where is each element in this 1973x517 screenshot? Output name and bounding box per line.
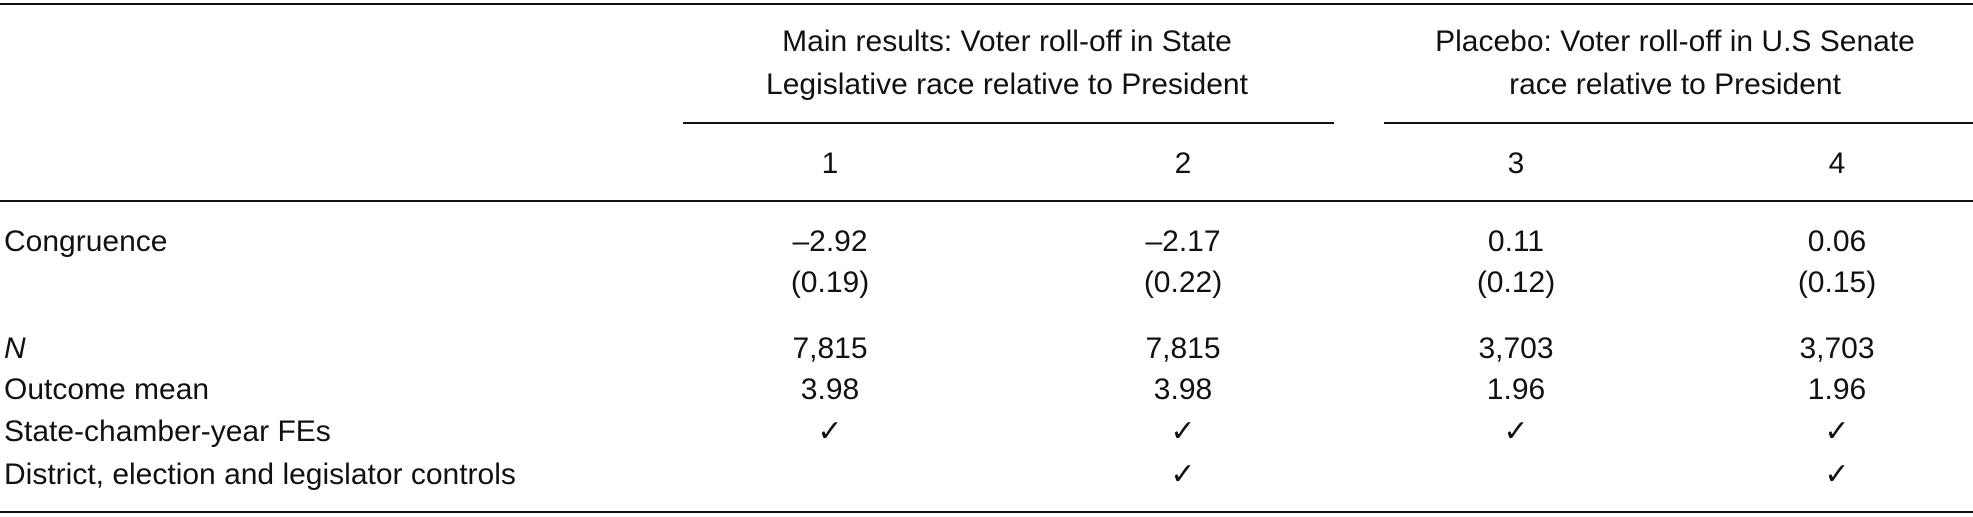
cell: ✓: [1170, 415, 1195, 448]
cell: 7,815: [792, 332, 867, 365]
cell: 0.11: [1488, 225, 1544, 258]
cell: ✓: [817, 415, 842, 448]
column-number: 1: [822, 147, 839, 180]
cell: 3,703: [1799, 332, 1874, 365]
cell: –2.92: [792, 225, 867, 258]
standard-error: (0.12): [1477, 266, 1555, 299]
column-number: 4: [1829, 147, 1846, 180]
cell: 3,703: [1478, 332, 1553, 365]
standard-error: (0.19): [791, 266, 869, 299]
column-group-label: Main results: Voter roll-off in State: [782, 25, 1232, 58]
cell: 3.98: [1154, 373, 1212, 406]
cell: ✓: [1503, 415, 1528, 448]
row-label: N: [4, 332, 26, 365]
cell: 0.06: [1808, 225, 1866, 258]
standard-error: (0.22): [1144, 266, 1222, 299]
column-number: 2: [1175, 147, 1192, 180]
cell: 7,815: [1145, 332, 1220, 365]
row-label: Outcome mean: [4, 373, 209, 406]
standard-error: (0.15): [1798, 266, 1876, 299]
cell: ✓: [1824, 415, 1849, 448]
cell: 1.96: [1487, 373, 1545, 406]
cell: 1.96: [1808, 373, 1866, 406]
cell: –2.17: [1145, 225, 1220, 258]
column-number: 3: [1508, 147, 1525, 180]
column-group-label: Placebo: Voter roll-off in U.S Senate: [1435, 25, 1915, 58]
cell: ✓: [1170, 458, 1195, 491]
row-label: State-chamber-year FEs: [4, 415, 331, 448]
column-group-label: Legislative race relative to President: [766, 68, 1249, 101]
column-group-label: race relative to President: [1509, 68, 1841, 101]
row-label: District, election and legislator contro…: [4, 458, 516, 491]
cell: 3.98: [801, 373, 859, 406]
cell: ✓: [1824, 458, 1849, 491]
row-label: Congruence: [4, 225, 167, 258]
